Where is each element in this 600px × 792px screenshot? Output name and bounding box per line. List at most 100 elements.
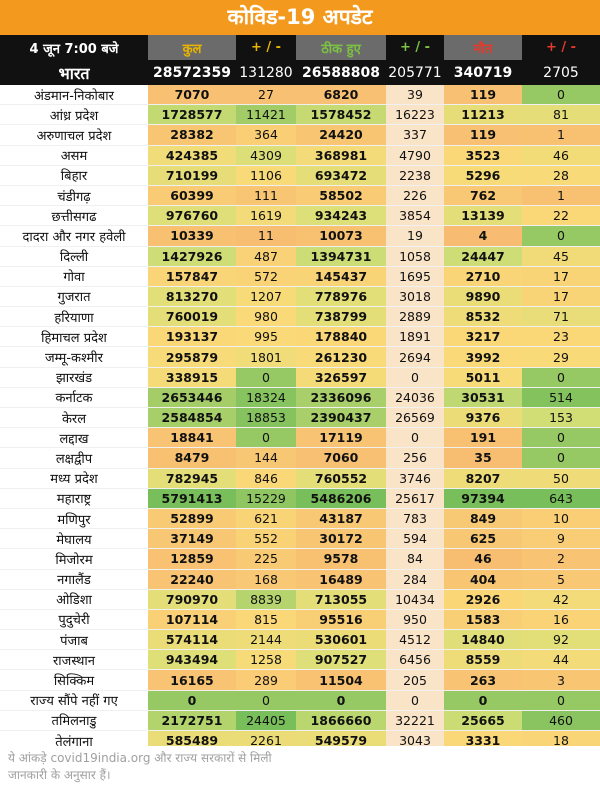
total-cell: 7070 xyxy=(148,85,236,105)
deaths-cell: 30531 xyxy=(444,387,522,407)
state-name: अरुणाचल प्रदेश xyxy=(0,125,148,145)
deaths-cell: 119 xyxy=(444,125,522,145)
deaths-delta-header: + / - xyxy=(545,40,577,55)
recovered-cell: 530601 xyxy=(296,630,386,650)
total-delta-cell: 487 xyxy=(236,246,296,266)
total-delta-cell: 0 xyxy=(236,367,296,387)
state-name: अंडमान-निकोबार xyxy=(0,85,148,105)
recovered-delta-cell: 6456 xyxy=(386,650,444,670)
recovered-cell: 58502 xyxy=(296,185,386,206)
deaths-delta-cell: 1 xyxy=(522,185,600,206)
date-header: 4 जून 7:00 बजे xyxy=(29,41,119,57)
total-delta-cell: 2261 xyxy=(236,731,296,751)
deaths-cell: 14840 xyxy=(444,630,522,650)
state-name: मध्य प्रदेश xyxy=(0,468,148,488)
total-delta-cell: 111 xyxy=(236,185,296,206)
recovered-delta-header: + / - xyxy=(399,40,431,55)
national-recovered-delta: 205771 xyxy=(388,64,442,81)
total-cell: 295879 xyxy=(148,347,236,367)
deaths-delta-cell: 29 xyxy=(522,347,600,367)
deaths-cell: 625 xyxy=(444,529,522,549)
recovered-delta-cell: 2694 xyxy=(386,347,444,367)
total-delta-cell: 572 xyxy=(236,266,296,286)
recovered-cell: 145437 xyxy=(296,266,386,286)
deaths-cell: 404 xyxy=(444,569,522,589)
table-row: दादरा और नगर हवेली 10339 11 10073 19 4 0 xyxy=(0,226,600,247)
state-name: मिजोरम xyxy=(0,549,148,569)
total-delta-cell: 846 xyxy=(236,468,296,488)
state-rows: अंडमान-निकोबार 7070 27 6820 39 119 0 आंध्र प्रद… xyxy=(0,85,600,752)
recovered-delta-cell: 256 xyxy=(386,448,444,468)
deaths-cell: 8559 xyxy=(444,650,522,670)
recovered-cell: 5486206 xyxy=(296,488,386,508)
total-delta-cell: 15229 xyxy=(236,488,296,508)
recovered-cell: 7060 xyxy=(296,448,386,468)
state-name: छत्तीसगढ xyxy=(0,206,148,226)
total-cell: 574114 xyxy=(148,630,236,650)
recovered-cell: 30172 xyxy=(296,529,386,549)
total-cell: 60399 xyxy=(148,185,236,206)
deaths-delta-cell: 44 xyxy=(522,650,600,670)
deaths-delta-cell: 2 xyxy=(522,549,600,569)
recovered-delta-cell: 205 xyxy=(386,670,444,690)
deaths-delta-cell: 22 xyxy=(522,206,600,226)
total-header: कुल xyxy=(148,35,236,60)
total-delta-cell: 24405 xyxy=(236,710,296,730)
table-row: चंडीगढ़ 60399 111 58502 226 762 1 xyxy=(0,185,600,207)
state-name: मणिपुर xyxy=(0,508,148,529)
state-name: लक्षद्वीप xyxy=(0,448,148,468)
deaths-delta-cell: 71 xyxy=(522,307,600,327)
recovered-delta-cell: 3018 xyxy=(386,286,444,307)
deaths-delta-cell: 9 xyxy=(522,529,600,549)
deaths-delta-cell: 92 xyxy=(522,630,600,650)
deaths-cell: 3331 xyxy=(444,731,522,751)
total-cell: 1427926 xyxy=(148,246,236,266)
recovered-delta-cell: 84 xyxy=(386,549,444,569)
deaths-cell: 9376 xyxy=(444,408,522,428)
deaths-cell: 3523 xyxy=(444,145,522,165)
deaths-cell: 3992 xyxy=(444,347,522,367)
total-cell: 12859 xyxy=(148,549,236,569)
deaths-delta-cell: 10 xyxy=(522,508,600,529)
table-row: तमिलनाडु 2172751 24405 1866660 32221 25665 460 xyxy=(0,710,600,731)
total-cell: 424385 xyxy=(148,145,236,165)
state-name: कर्नाटक xyxy=(0,387,148,407)
table-row: छत्तीसगढ 976760 1619 934243 3854 13139 22 xyxy=(0,206,600,227)
table-row: ओडिशा 790970 8839 713055 10434 2926 42 xyxy=(0,589,600,610)
recovered-delta-cell: 783 xyxy=(386,508,444,529)
deaths-delta-cell: 643 xyxy=(522,488,600,508)
recovered-cell: 24420 xyxy=(296,125,386,145)
recovered-cell: 934243 xyxy=(296,206,386,226)
state-name: ओडिशा xyxy=(0,589,148,609)
state-name: तेलंगाना xyxy=(0,731,148,751)
total-cell: 710199 xyxy=(148,165,236,185)
table-row: झारखंड 338915 0 326597 0 5011 0 xyxy=(0,367,600,388)
deaths-delta-cell: 42 xyxy=(522,589,600,609)
deaths-delta-cell: 45 xyxy=(522,246,600,266)
total-delta-cell: 11 xyxy=(236,226,296,246)
state-name: गोवा xyxy=(0,266,148,286)
state-name: राज्य सौंपे नहीं गए xyxy=(0,690,148,710)
deaths-delta-cell: 5 xyxy=(522,569,600,589)
recovered-delta-cell: 1695 xyxy=(386,266,444,286)
total-cell: 2653446 xyxy=(148,387,236,407)
deaths-delta-cell: 81 xyxy=(522,105,600,125)
deaths-cell: 13139 xyxy=(444,206,522,226)
deaths-delta-cell: 0 xyxy=(522,690,600,710)
recovered-cell: 9578 xyxy=(296,549,386,569)
deaths-cell: 191 xyxy=(444,428,522,448)
table-row: केरल 2584854 18853 2390437 26569 9376 153 xyxy=(0,408,600,429)
total-cell: 0 xyxy=(148,690,236,710)
deaths-cell: 2926 xyxy=(444,589,522,609)
recovered-delta-cell: 32221 xyxy=(386,710,444,730)
recovered-cell: 17119 xyxy=(296,428,386,448)
total-delta-cell: 225 xyxy=(236,549,296,569)
recovered-cell: 2336096 xyxy=(296,387,386,407)
total-delta-cell: 1207 xyxy=(236,286,296,307)
total-delta-cell: 1619 xyxy=(236,206,296,226)
total-delta-cell: 144 xyxy=(236,448,296,468)
recovered-cell: 178840 xyxy=(296,327,386,347)
deaths-cell: 3217 xyxy=(444,327,522,347)
total-cell: 157847 xyxy=(148,266,236,286)
